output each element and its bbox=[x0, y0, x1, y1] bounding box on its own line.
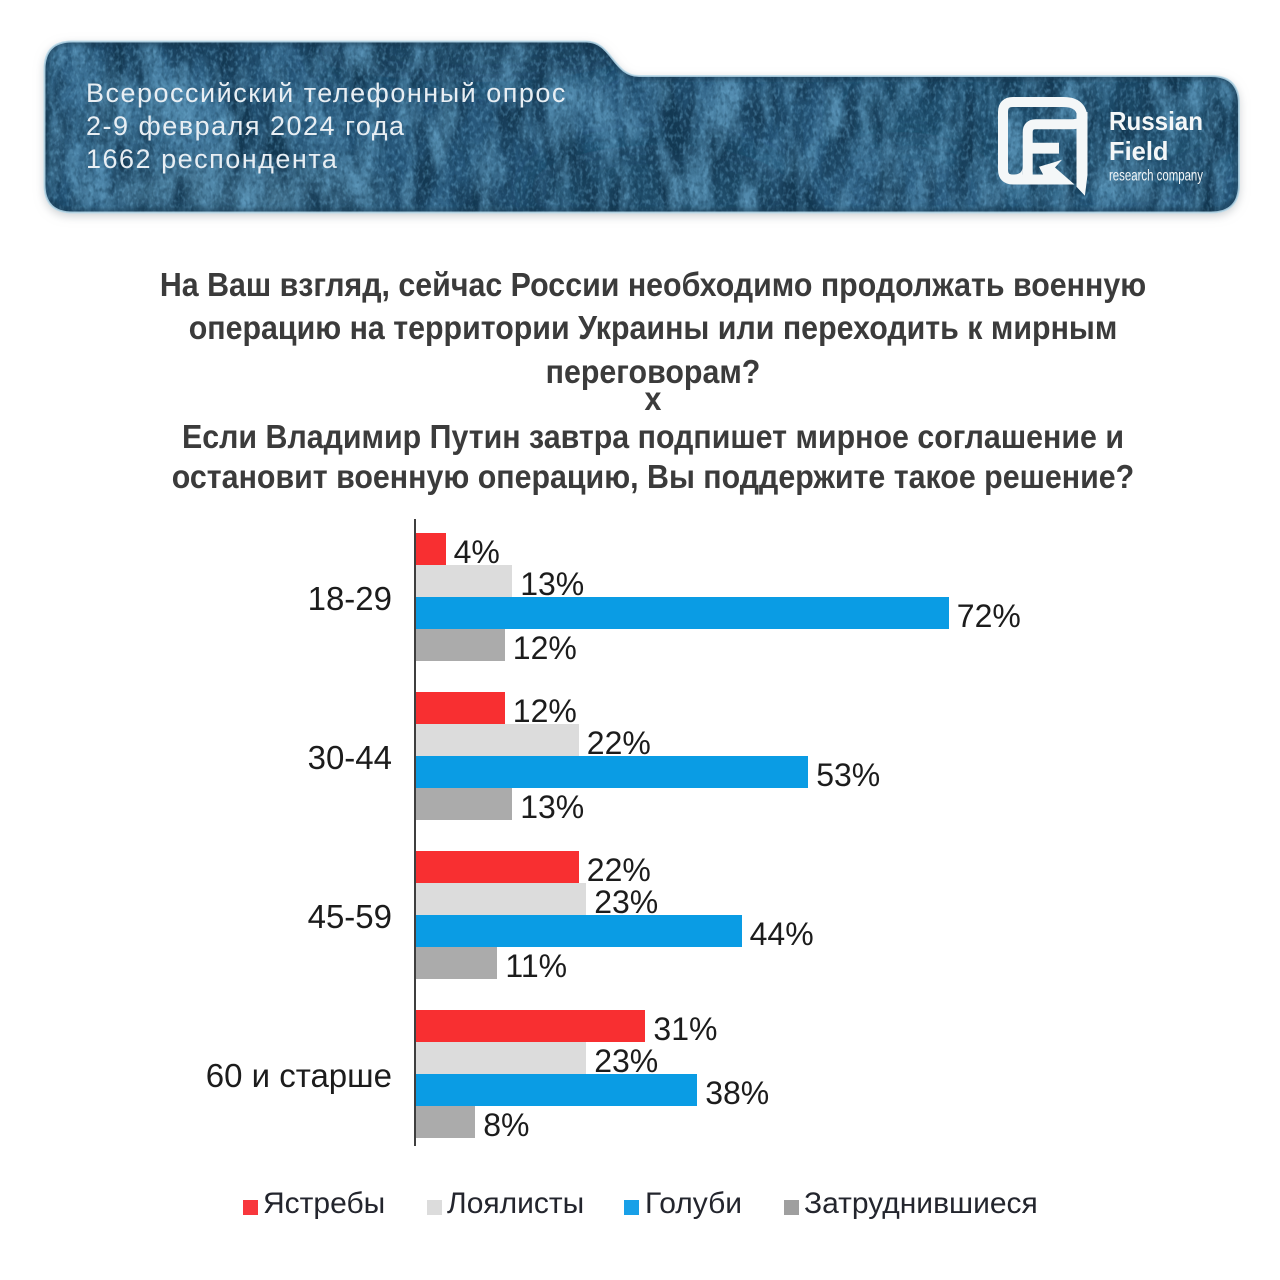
svg-text:Russian: Russian bbox=[1109, 106, 1203, 136]
svg-text:research company: research company bbox=[1109, 168, 1203, 185]
svg-text:Всероссийский телефонный опрос: Всероссийский телефонный опрос bbox=[86, 78, 567, 108]
svg-text:Field: Field bbox=[1109, 136, 1169, 166]
svg-text:1662 респондента: 1662 респондента bbox=[86, 144, 338, 174]
svg-text:2-9 февраля 2024 года: 2-9 февраля 2024 года bbox=[86, 111, 406, 141]
